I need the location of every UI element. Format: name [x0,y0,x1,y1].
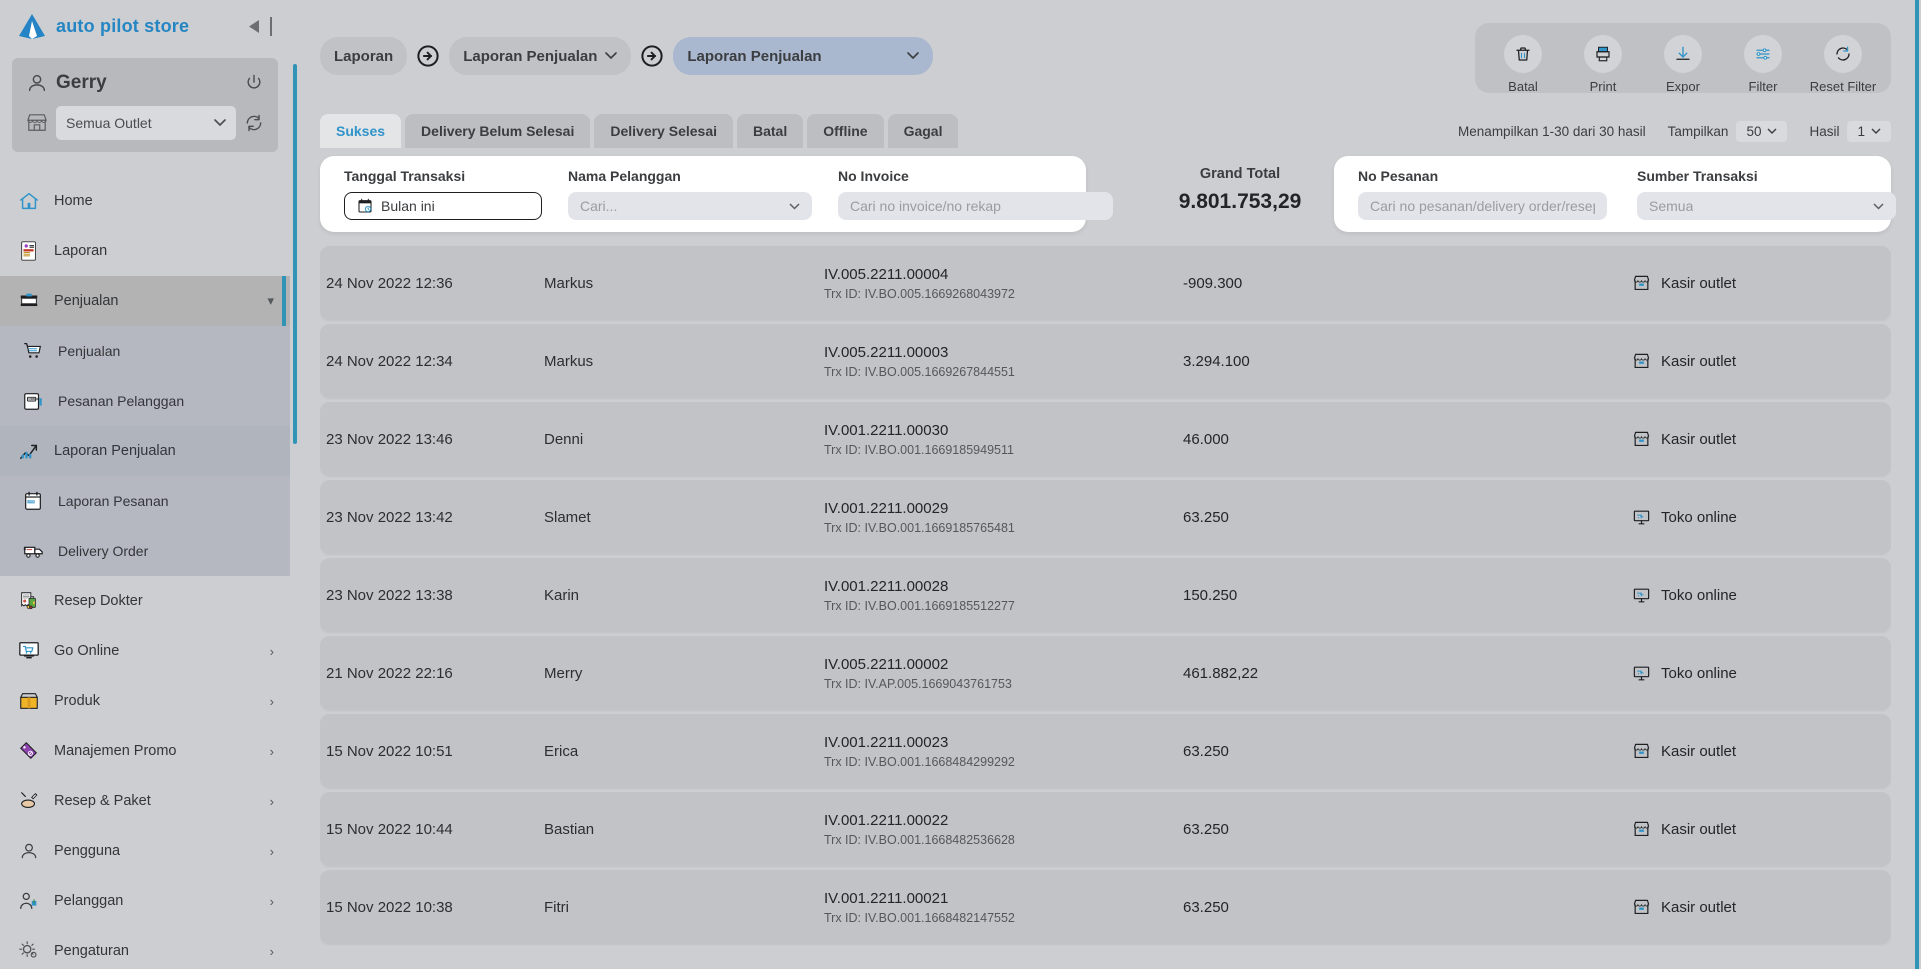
svg-text:ORDER: ORDER [28,500,37,503]
svg-text:ORDER: ORDER [28,397,40,401]
